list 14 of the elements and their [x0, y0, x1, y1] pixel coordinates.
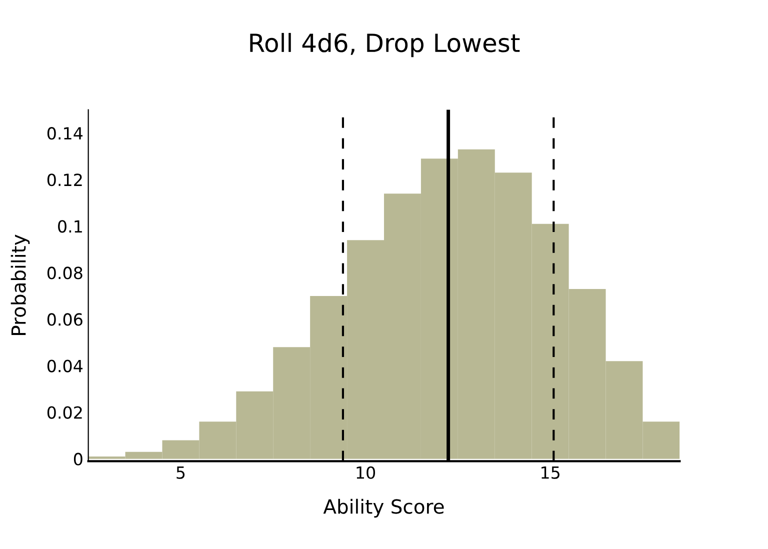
y-tick-label: 0.04	[47, 360, 83, 372]
y-tick-label: 0.08	[47, 266, 82, 280]
y-axis-title: Probability	[10, 234, 30, 335]
y-tick-label: 0.02	[47, 406, 82, 419]
x-tick-label: 10	[356, 466, 376, 479]
chart-title: Roll 4d6, Drop Lowest	[250, 32, 520, 58]
y-tick-label: 0.06	[47, 313, 82, 326]
x-tick-label: 15	[542, 466, 560, 479]
y-tick-label: 0	[74, 452, 82, 466]
x-tick-label: 5	[176, 466, 185, 479]
y-tick-label: 0.1	[58, 220, 82, 233]
x-axis-title: Ability Score	[323, 498, 444, 518]
y-tick-label: 0.12	[47, 174, 82, 186]
y-tick-label: 0.14	[47, 127, 83, 140]
